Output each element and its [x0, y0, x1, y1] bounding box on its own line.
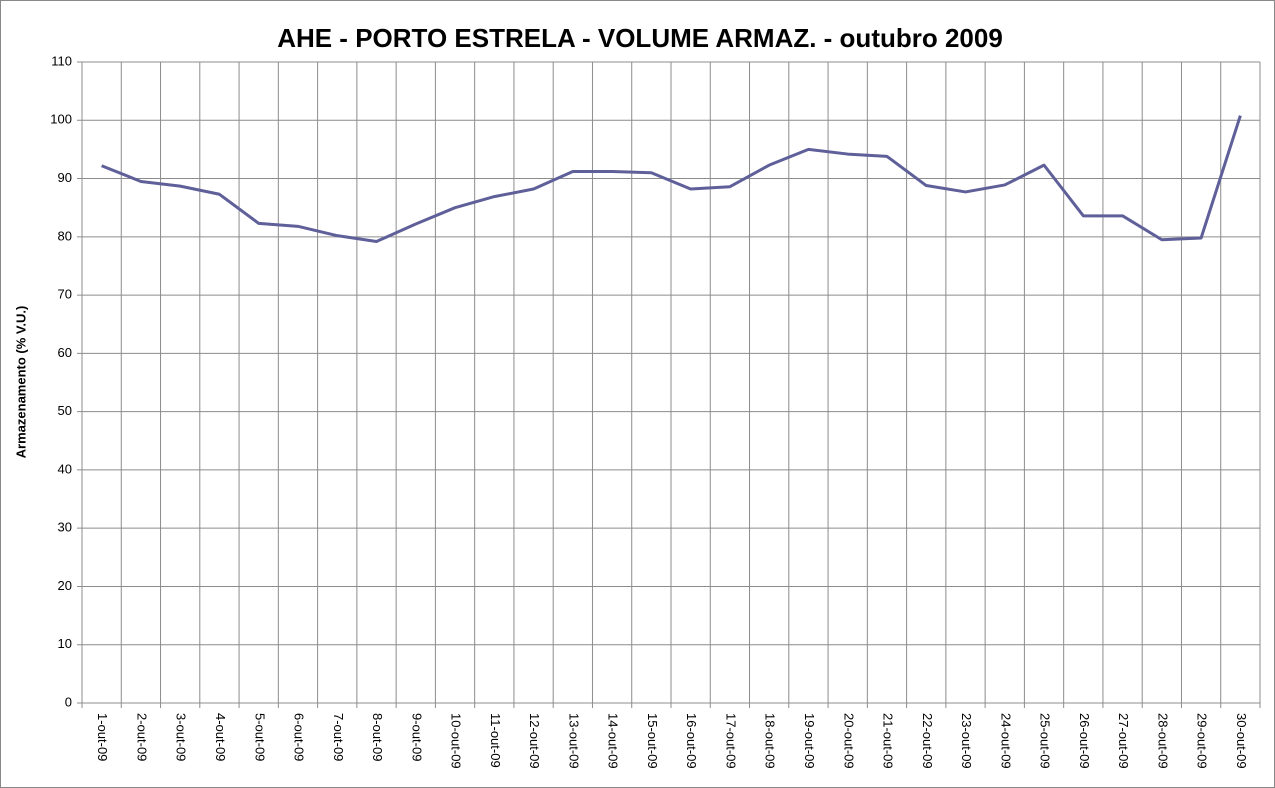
x-tick-label: 22-out-09 — [920, 713, 935, 769]
x-tick-label: 10-out-09 — [449, 713, 464, 769]
y-tick-label: 0 — [65, 694, 72, 709]
y-tick-label: 30 — [58, 520, 72, 535]
x-tick-label: 3-out-09 — [174, 713, 189, 761]
y-tick-label: 10 — [58, 636, 72, 651]
x-tick-label: 2-out-09 — [134, 713, 149, 761]
x-tick-label: 15-out-09 — [645, 713, 660, 769]
x-tick-label: 6-out-09 — [292, 713, 307, 761]
x-tick-label: 11-out-09 — [488, 713, 503, 768]
y-tick-label: 50 — [58, 403, 72, 418]
x-tick-label: 1-out-09 — [95, 713, 110, 761]
y-tick-label: 20 — [58, 578, 72, 593]
x-tick-label: 19-out-09 — [802, 713, 817, 769]
x-tick-label: 24-out-09 — [998, 713, 1013, 769]
y-tick-label: 40 — [58, 461, 72, 476]
x-tick-label: 29-out-09 — [1195, 713, 1210, 769]
x-tick-label: 17-out-09 — [723, 713, 738, 769]
y-axis-label: Armazenamento (% V.U.) — [13, 306, 28, 459]
chart-title: AHE - PORTO ESTRELA - VOLUME ARMAZ. - ou… — [277, 23, 1003, 53]
x-tick-label: 7-out-09 — [331, 713, 346, 761]
x-tick-label: 28-out-09 — [1155, 713, 1170, 769]
y-tick-label: 90 — [58, 170, 72, 185]
data-line — [101, 115, 1242, 243]
x-tick-label: 30-out-09 — [1234, 713, 1249, 769]
x-tick-label: 5-out-09 — [252, 713, 267, 761]
x-tick-label: 9-out-09 — [409, 713, 424, 761]
y-tick-label: 100 — [50, 112, 72, 127]
x-tick-label: 14-out-09 — [606, 713, 621, 769]
x-tick-label: 25-out-09 — [1038, 713, 1053, 769]
x-tick-label: 26-out-09 — [1077, 713, 1092, 769]
x-tick-label: 27-out-09 — [1116, 713, 1131, 769]
y-tick-label: 70 — [58, 287, 72, 302]
x-tick-label: 20-out-09 — [841, 713, 856, 769]
x-tick-label: 13-out-09 — [566, 713, 581, 769]
x-tick-label: 12-out-09 — [527, 713, 542, 769]
x-tick-label: 16-out-09 — [684, 713, 699, 769]
y-tick-label: 60 — [58, 345, 72, 360]
x-tick-label: 4-out-09 — [213, 713, 228, 761]
x-tick-label: 23-out-09 — [959, 713, 974, 769]
y-tick-label: 80 — [58, 228, 72, 243]
y-tick-label: 110 — [51, 53, 72, 68]
x-tick-label: 8-out-09 — [370, 713, 385, 761]
x-tick-label: 18-out-09 — [763, 713, 778, 769]
x-tick-label: 21-out-09 — [881, 713, 896, 769]
